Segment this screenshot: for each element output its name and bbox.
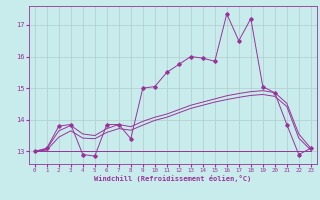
X-axis label: Windchill (Refroidissement éolien,°C): Windchill (Refroidissement éolien,°C) <box>94 175 252 182</box>
